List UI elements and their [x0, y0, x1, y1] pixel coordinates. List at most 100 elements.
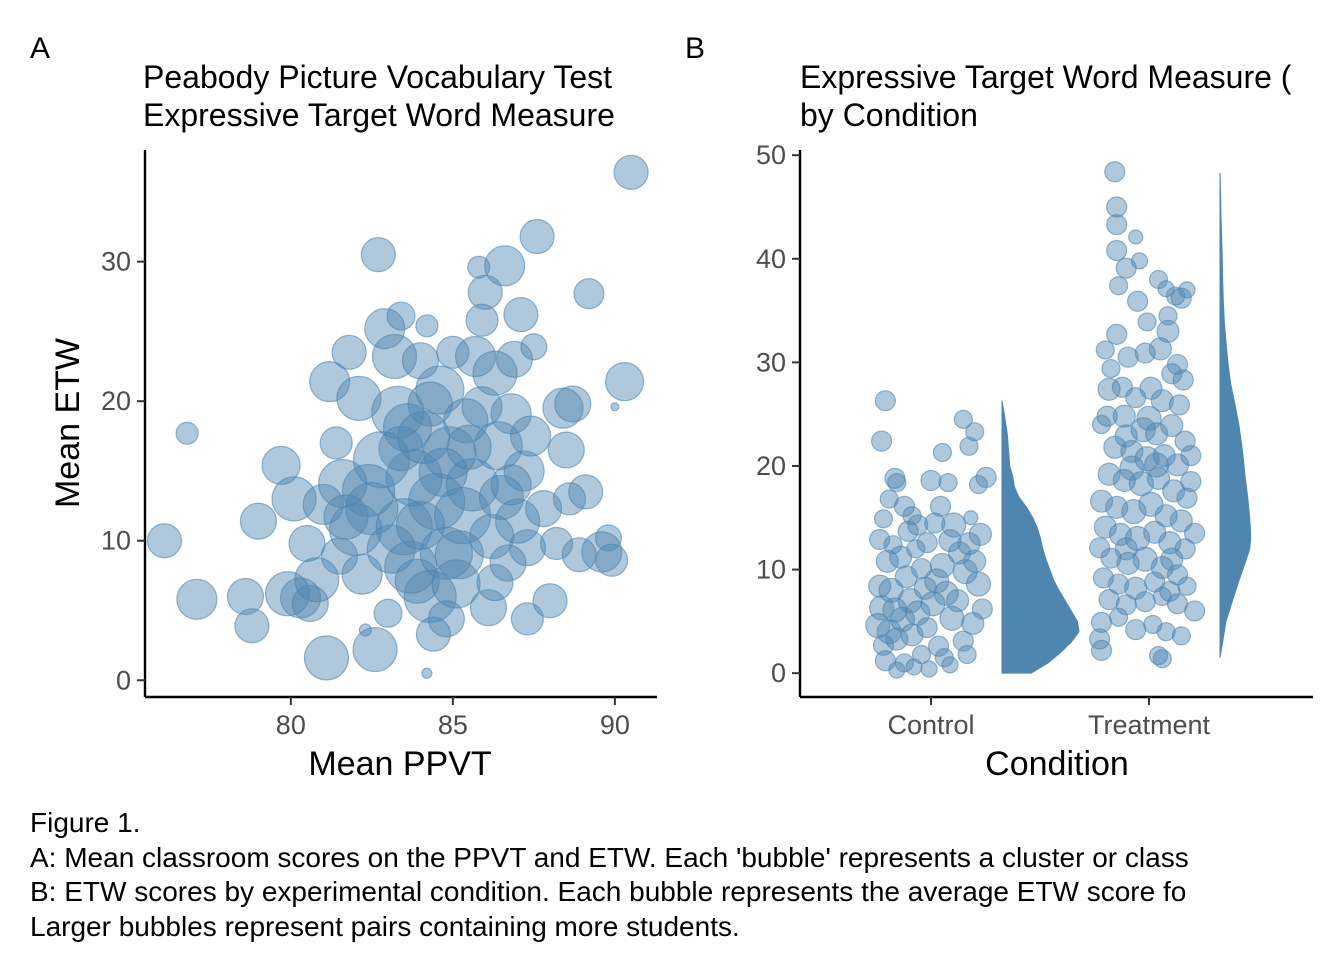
bubble [467, 274, 503, 310]
bubble-treatment [1134, 591, 1156, 613]
bubble-treatment [1089, 489, 1114, 513]
bubble-treatment [1136, 405, 1162, 431]
y-tick-label: 40 [756, 244, 786, 274]
bubble [364, 308, 406, 350]
bubble-treatment [1097, 377, 1121, 401]
caption-line-1: Figure 1. [30, 807, 141, 838]
bubble-control [883, 535, 903, 555]
bubble-treatment [1144, 422, 1169, 446]
panel-b-x-axis-title: Condition [985, 745, 1129, 783]
bubble [476, 563, 514, 602]
y-tick-label: 0 [771, 658, 786, 688]
y-tick-label: 30 [756, 347, 786, 377]
bubble-treatment [1107, 573, 1130, 595]
bubble [434, 530, 484, 580]
bubble [375, 498, 433, 556]
bubble [445, 458, 499, 512]
panel-a-label: A [30, 32, 50, 65]
bubble [421, 667, 433, 679]
bubble-control [885, 627, 909, 651]
bubble-treatment [1098, 589, 1120, 611]
bubble-control [873, 509, 894, 529]
bubble [395, 500, 446, 550]
bubble-treatment [1160, 547, 1184, 571]
bubble-treatment [1091, 414, 1112, 435]
bubble [613, 154, 649, 190]
panel-b-bubbles [865, 161, 1206, 679]
bubble [176, 578, 218, 620]
bubble [341, 553, 383, 595]
bubble-control [916, 616, 938, 639]
bubble [467, 255, 491, 279]
bubble [394, 558, 440, 604]
bubble [461, 386, 503, 428]
bubble [371, 333, 418, 380]
panel-a-x-axis-title: Mean PPVT [308, 745, 491, 783]
bubble-control [938, 472, 958, 493]
bubble [415, 616, 452, 652]
bubble [341, 463, 396, 518]
bubble-control [889, 606, 916, 632]
bubble-treatment [1180, 445, 1202, 467]
bubble [454, 335, 497, 378]
bubble-control [888, 661, 906, 679]
bubble [175, 421, 199, 445]
bubble-control [933, 580, 959, 607]
y-tick-label: 20 [101, 386, 131, 416]
bubble [303, 635, 350, 681]
bubble-treatment [1108, 607, 1129, 627]
bubble-control [869, 528, 891, 551]
bubble [261, 445, 301, 485]
bubble [472, 350, 518, 396]
bubble-control [963, 510, 979, 526]
bubble-treatment [1101, 358, 1121, 379]
bubble-treatment [1183, 600, 1206, 622]
bubble-treatment [1128, 229, 1144, 245]
bubble [519, 218, 555, 255]
y-tick-label: 0 [116, 665, 131, 695]
y-tick-label: 20 [756, 451, 786, 481]
bubble-treatment [1177, 576, 1197, 596]
bubble-control [924, 512, 946, 534]
bubble [319, 426, 353, 460]
bubble-control [929, 495, 952, 517]
bubble-treatment [1125, 619, 1147, 641]
bubble-control [874, 390, 897, 412]
bubble-treatment [1137, 312, 1157, 332]
bubble-treatment [1106, 213, 1128, 236]
bubble-treatment [1106, 323, 1128, 346]
bubble-treatment [1095, 340, 1115, 360]
bubble-treatment [1143, 452, 1170, 478]
bubble-treatment [1176, 487, 1198, 509]
bubble [407, 381, 453, 427]
bubble [418, 447, 468, 497]
bubble [427, 600, 465, 638]
panel-b-title-line1: Expressive Target Word Measure ( [800, 59, 1292, 95]
bubble [503, 450, 545, 492]
bubble [239, 502, 278, 540]
bubble-control [965, 571, 992, 597]
bubble-control [920, 469, 942, 492]
bubble-treatment [1180, 470, 1202, 493]
bubble-treatment [1126, 290, 1149, 312]
bubble-treatment [1134, 342, 1156, 364]
bubble [595, 543, 629, 577]
x-tick-label: Treatment [1088, 710, 1211, 740]
bubble-treatment [1171, 626, 1191, 646]
bubble-treatment [1130, 252, 1149, 270]
bubble-treatment [1172, 369, 1194, 391]
bubble-treatment [1104, 161, 1126, 183]
bubble-treatment [1156, 622, 1176, 642]
bubble-treatment [1119, 455, 1145, 481]
bubble [352, 626, 398, 673]
bubble-treatment [1156, 319, 1180, 343]
y-tick-label: 50 [756, 140, 786, 170]
bubble [279, 577, 322, 619]
bubble-treatment [1148, 337, 1173, 361]
bubble-control [947, 541, 972, 565]
bubble [604, 362, 645, 402]
bubble [484, 245, 526, 287]
bubble-control [941, 512, 967, 538]
bubble [490, 464, 532, 506]
y-tick-label: 30 [101, 247, 131, 277]
